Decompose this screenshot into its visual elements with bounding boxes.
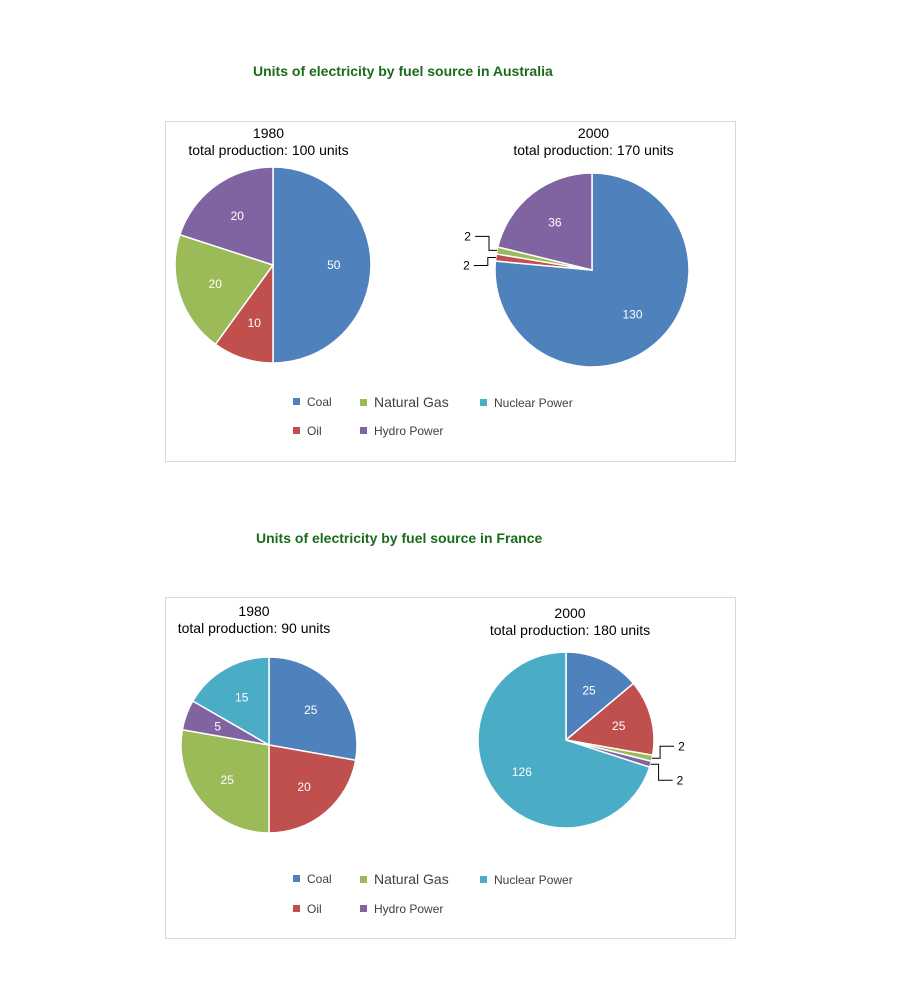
legend-label-hydro-power: Hydro Power (374, 902, 444, 916)
legend-label-coal: Coal (307, 872, 332, 886)
france-2000-leader-hydro-power (650, 763, 673, 781)
australia-1980-total: total production: 100 units (188, 142, 349, 158)
legend-swatch-hydro-power (360, 905, 367, 912)
france-chart-panel: 1980 total production: 90 units 2000 tot… (165, 597, 736, 939)
australia-2000-slice-coal (494, 172, 690, 368)
legend-label-hydro-power: Hydro Power (374, 424, 444, 438)
australia-2000-label-coal: 130 (623, 307, 643, 321)
france-1980-slice-nuclear-power (191, 656, 270, 747)
france-2000-label-coal: 25 (582, 684, 596, 698)
australia-2000-pie: 130 2 2 36 (463, 172, 690, 368)
australia-2000-label-hydro-power: 36 (548, 216, 562, 230)
legend-swatch-hydro-power (360, 427, 367, 434)
legend-label-oil: Oil (307, 902, 322, 916)
legend-swatch-nuclear-power (480, 399, 487, 406)
legend-item-oil: Oil (293, 902, 322, 916)
australia-2000-leader-oil (473, 256, 496, 266)
australia-1980-label-oil: 10 (248, 316, 262, 330)
australia-2000-year: 2000 (577, 125, 610, 141)
france-1980-heading: 1980 total production: 90 units (166, 603, 342, 637)
legend-swatch-nuclear-power (480, 876, 487, 883)
france-2000-slice-oil (564, 682, 655, 757)
france-1980-label-oil: 20 (297, 780, 311, 794)
france-chart-title: Units of electricity by fuel source in F… (256, 530, 543, 546)
australia-2000-total: total production: 170 units (513, 142, 674, 158)
legend-item-oil: Oil (293, 424, 322, 438)
france-2000-label-oil: 25 (612, 719, 626, 733)
france-2000-slice-nuclear-power (477, 651, 651, 829)
france-2000-leader-natural-gas (652, 745, 675, 759)
legend-swatch-natural-gas (360, 876, 367, 883)
france-1980-label-coal: 25 (304, 703, 318, 717)
australia-2000-heading: 2000 total production: 170 units (486, 125, 701, 159)
legend-swatch-oil (293, 427, 300, 434)
australia-2000-slice-hydro-power (496, 172, 593, 271)
legend-item-hydro-power: Hydro Power (360, 902, 443, 916)
australia-1980-label-hydro-power: 20 (231, 209, 245, 223)
australia-1980-heading: 1980 total production: 100 units (166, 125, 371, 159)
australia-2000-label-natural-gas: 2 (464, 229, 471, 243)
legend-swatch-coal (293, 398, 300, 405)
france-1980-year: 1980 (238, 603, 270, 619)
legend-item-natural-gas: Natural Gas (360, 871, 449, 887)
australia-1980-slice-natural-gas (174, 233, 275, 346)
australia-1980-slice-hydro-power (178, 166, 274, 267)
australia-chart-panel: 1980 total production: 100 units 2000 to… (165, 121, 736, 462)
france-2000-label-hydro-power: 2 (677, 773, 684, 787)
france-2000-slice-coal (565, 651, 635, 742)
australia-chart-title: Units of electricity by fuel source in A… (253, 63, 553, 79)
legend-label-oil: Oil (307, 424, 322, 438)
australia-1980-slice-coal (272, 166, 372, 364)
australia-1980-label-coal: 50 (327, 258, 341, 272)
france-1980-slice-natural-gas (180, 728, 270, 834)
legend-item-nuclear-power: Nuclear Power (480, 873, 573, 887)
australia-2000-label-oil: 2 (463, 258, 470, 272)
france-2000-year: 2000 (554, 605, 586, 621)
australia-1980-label-natural-gas: 20 (209, 277, 223, 291)
legend-item-hydro-power: Hydro Power (360, 424, 443, 438)
legend-label-natural-gas: Natural Gas (374, 871, 449, 887)
france-1980-label-natural-gas: 25 (221, 773, 235, 787)
france-1980-pie: 25 20 25 5 15 (180, 656, 358, 834)
legend-label-nuclear-power: Nuclear Power (494, 396, 573, 410)
australia-2000-leader-natural-gas (474, 235, 497, 251)
australia-1980-year: 1980 (252, 125, 285, 141)
legend-label-natural-gas: Natural Gas (374, 394, 449, 410)
france-2000-heading: 2000 total production: 180 units (466, 605, 674, 639)
legend-item-natural-gas: Natural Gas (360, 394, 449, 410)
france-2000-total: total production: 180 units (489, 622, 651, 638)
legend-swatch-natural-gas (360, 399, 367, 406)
australia-1980-pie: 50 10 20 20 (174, 166, 372, 364)
france-1980-label-nuclear-power: 15 (235, 691, 249, 705)
france-1980-slice-coal (268, 656, 358, 762)
legend-item-coal: Coal (293, 872, 332, 886)
france-2000-label-natural-gas: 2 (678, 739, 685, 753)
france-2000-label-nuclear-power: 126 (512, 765, 532, 779)
legend-item-coal: Coal (293, 395, 332, 409)
france-2000-pie: 25 25 2 2 126 (477, 651, 685, 829)
legend-label-nuclear-power: Nuclear Power (494, 873, 573, 887)
legend-swatch-coal (293, 875, 300, 882)
legend-label-coal: Coal (307, 395, 332, 409)
france-1980-slice-oil (268, 744, 357, 834)
france-1980-label-hydro-power: 5 (214, 719, 221, 733)
france-1980-total: total production: 90 units (177, 620, 331, 636)
legend-swatch-oil (293, 905, 300, 912)
legend-item-nuclear-power: Nuclear Power (480, 396, 573, 410)
